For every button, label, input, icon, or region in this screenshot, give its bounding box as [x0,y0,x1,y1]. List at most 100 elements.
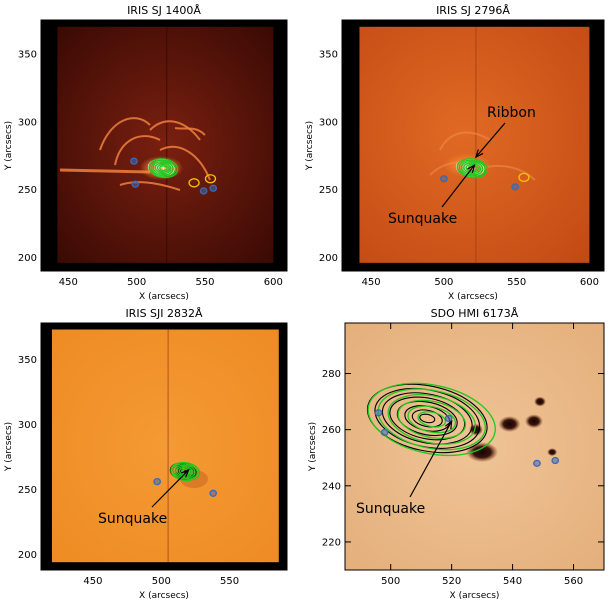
solar-image [51,329,279,563]
annotation-arrow [475,122,506,158]
contour-black [411,409,443,428]
contour-green [458,159,486,177]
x-axis-label: X (arcsecs) [450,591,500,601]
y-axis-label: Y (arcsecs) [308,422,318,472]
contour-green [417,411,447,428]
flare-loop [59,168,151,174]
contour-green [170,461,201,482]
contour-blue [444,414,453,423]
contour-green [178,467,192,476]
contour-black [396,400,458,437]
y-tick-label: 250 [18,485,37,496]
y-tick-label: 250 [18,185,37,196]
annotation-arrow [151,469,190,508]
y-tick-label: 300 [18,117,37,128]
panel-2: 450 500 550 600 200 250 300 350 IRIS SJ 2796Å X (… [305,4,605,302]
contour-black [381,392,473,445]
flare-loop [149,120,201,141]
x-tick-label: 520 [442,576,461,587]
y-tick-label: 350 [18,355,37,366]
panel-title: IRIS SJ 2796Å [436,4,510,17]
panel-title: IRIS SJ 1400Å [127,4,201,17]
x-tick-label: 550 [195,277,214,288]
x-tick-label: 550 [507,277,526,288]
sunspot [466,442,499,463]
solar-image [359,26,590,263]
contour-green [172,463,198,480]
contour-black [389,396,466,441]
contour-blue [374,409,383,417]
y-tick-label: 300 [319,117,338,128]
contour-green [367,382,496,457]
flare-loop [159,145,211,181]
x-tick-label: 450 [83,576,102,587]
contour-blue [440,175,448,183]
contour-green [148,158,179,179]
annotation-arrowhead [180,468,190,478]
contour-blue [380,428,389,437]
y-tick-label: 350 [18,49,37,60]
y-tick-label: 220 [322,537,341,548]
panel-4: 500 520 540 560 220 240 260 280 SDO HMI 6173Å X (… [308,307,605,601]
contour-green [456,158,489,179]
annotation-arrowhead [444,419,453,430]
sunquake-label: Sunquake [98,511,167,527]
x-tick-label: 600 [580,277,599,288]
y-tick-label: 250 [319,185,338,196]
contour-green [154,162,172,174]
y-axis-label: Y (arcsecs) [4,422,14,472]
sunquake-label: Sunquake [388,211,457,227]
contour-yellow [204,174,217,184]
contour-blue [199,187,208,195]
contour-green [460,161,484,176]
contour-blue [209,184,218,192]
annotation-arrow [409,420,453,498]
y-tick-label: 240 [322,481,341,492]
y-axis-label: Y (arcsecs) [305,121,315,171]
contour-black [366,383,488,454]
x-tick-label: 500 [381,576,400,587]
contour-white [455,158,485,177]
y-tick-label: 200 [18,550,37,561]
contour-green [176,465,194,478]
annotation-arrowhead [467,163,476,174]
panel-title: SDO HMI 6173Å [431,307,519,320]
x-tick-label: 560 [564,576,583,587]
x-tick-label: 500 [152,576,171,587]
contour-green [156,163,170,173]
y-tick-label: 260 [322,425,341,436]
panel-title: IRIS SJI 2832Å [125,307,203,320]
contour-blue [533,459,541,467]
plot-area [41,20,287,271]
plot-area [345,323,604,570]
plot-frame [341,19,605,272]
contour-green [150,159,177,177]
sunspot [534,396,547,407]
x-tick-label: 550 [220,576,239,587]
panel-1: 450 500 550 600 200 250 300 350 IRIS SJ 1400Å X (… [4,4,288,302]
flare-loop [99,117,151,151]
x-tick-label: 500 [434,277,453,288]
contour-green [387,394,477,445]
contour-yellow [518,172,530,183]
x-tick-label: 600 [264,277,283,288]
contour-green [465,163,479,173]
contour-green [377,388,486,451]
panel-3: 450 500 550 200 250 300 350 IRIS SJI 2832Å X (ar… [4,307,288,601]
x-tick-label: 540 [503,576,522,587]
solar-image [57,26,274,263]
x-tick-label: 450 [362,277,381,288]
y-axis-label: Y (arcsecs) [4,121,14,171]
y-tick-label: 200 [319,253,338,264]
contour-green [407,405,457,434]
plot-frame [40,19,288,272]
sunquake-label: Sunquake [356,501,425,517]
sunspot [498,416,521,433]
ribbon-label: Ribbon [487,105,536,121]
x-axis-label: X (arcsecs) [139,292,189,302]
annotation-arrowhead [474,149,484,159]
contour-green [152,161,174,176]
y-tick-label: 200 [18,253,37,264]
flare-loop [174,127,206,136]
